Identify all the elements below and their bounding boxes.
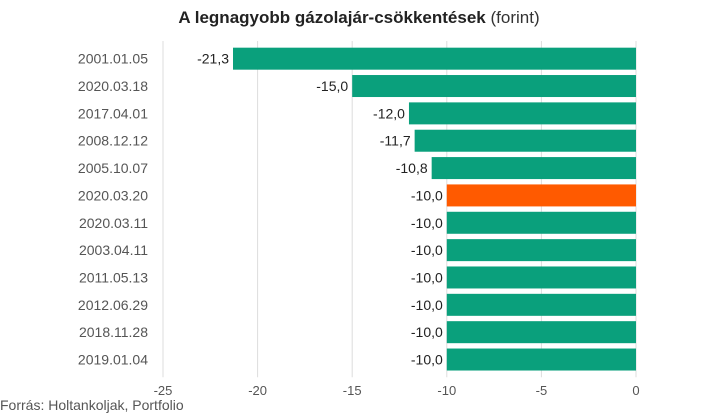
category-label: 2008.12.12 xyxy=(78,133,148,149)
category-label: 2012.06.29 xyxy=(78,297,148,313)
category-label: 2018.11.28 xyxy=(79,324,148,340)
value-label: -10,0 xyxy=(411,297,443,313)
bar xyxy=(431,157,636,180)
value-label: -12,0 xyxy=(373,105,405,121)
category-label: 2011.05.13 xyxy=(79,269,148,285)
bar xyxy=(446,348,636,371)
category-label: 2005.10.07 xyxy=(78,160,148,176)
bar xyxy=(446,266,636,289)
bar xyxy=(446,239,636,262)
bar xyxy=(414,129,636,152)
category-label: 2001.01.05 xyxy=(78,51,148,67)
bar xyxy=(446,211,636,234)
value-label: -10,0 xyxy=(411,187,443,203)
x-tick-label: -15 xyxy=(343,383,362,398)
value-label: -11,7 xyxy=(380,133,411,149)
category-label: 2020.03.20 xyxy=(78,187,148,203)
category-label: 2020.03.11 xyxy=(79,215,148,231)
bar xyxy=(408,102,636,125)
value-label: -10,0 xyxy=(411,269,443,285)
x-tick-label: 0 xyxy=(632,383,639,398)
value-label: -10,8 xyxy=(396,160,428,176)
bar xyxy=(446,321,636,344)
chart-title-main: A legnagyobb gázolajár-csökkentések xyxy=(178,8,486,27)
x-tick-label: -5 xyxy=(536,383,548,398)
category-label: 2003.04.11 xyxy=(79,242,148,258)
value-label: -15,0 xyxy=(316,78,348,94)
category-label: 2020.03.18 xyxy=(78,78,148,94)
chart-title-unit: (forint) xyxy=(490,8,540,27)
bar xyxy=(233,47,636,70)
bar xyxy=(352,75,636,98)
value-label: -10,0 xyxy=(411,242,443,258)
bar xyxy=(446,293,636,316)
value-label: -10,0 xyxy=(411,215,443,231)
x-tick-label: -10 xyxy=(437,383,456,398)
x-tick-label: -20 xyxy=(248,383,267,398)
x-tick-label: -25 xyxy=(154,383,173,398)
category-label: 2019.01.04 xyxy=(78,352,148,368)
bar xyxy=(446,184,636,207)
value-label: -10,0 xyxy=(411,352,443,368)
chart-title: A legnagyobb gázolajár-csökkentések (for… xyxy=(0,8,718,28)
category-label: 2017.04.01 xyxy=(78,105,148,121)
value-label: -10,0 xyxy=(411,324,443,340)
value-label: -21,3 xyxy=(197,51,229,67)
source-note: Forrás: Holtankoljak, Portfolio xyxy=(0,397,184,413)
